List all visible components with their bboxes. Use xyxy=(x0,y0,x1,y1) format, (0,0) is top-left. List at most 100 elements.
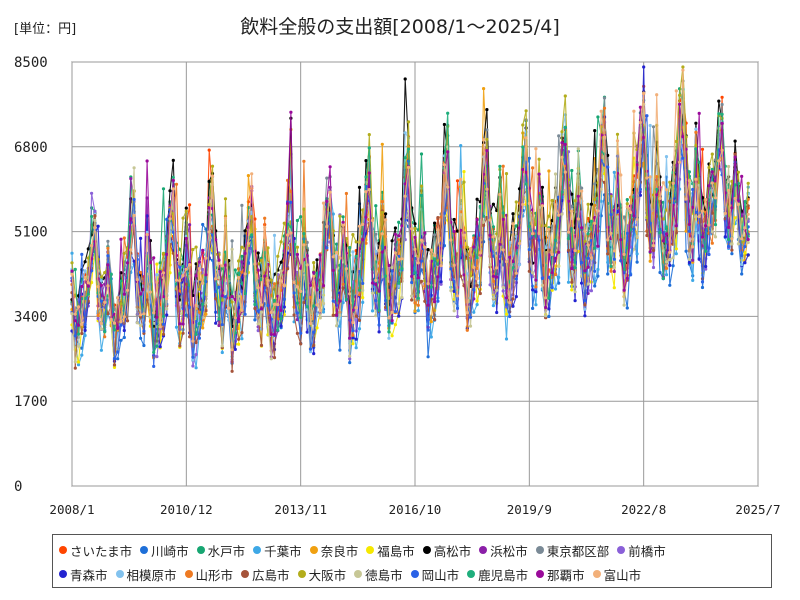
data-point xyxy=(593,284,597,288)
data-point xyxy=(400,257,404,261)
data-point xyxy=(413,247,417,251)
x-tick-label: 2013/11 xyxy=(274,502,327,517)
data-point xyxy=(387,336,391,340)
data-point xyxy=(478,251,482,255)
data-point xyxy=(566,280,571,284)
data-point xyxy=(720,95,724,99)
data-point xyxy=(521,202,525,207)
data-point xyxy=(727,244,731,248)
data-point xyxy=(174,278,179,282)
data-point xyxy=(439,280,443,284)
x-tick-label: 2025/7 xyxy=(735,502,780,517)
data-point xyxy=(315,258,319,262)
data-point xyxy=(429,335,433,339)
data-point xyxy=(433,257,437,261)
data-point xyxy=(357,288,362,292)
data-point xyxy=(580,281,584,285)
data-point xyxy=(436,228,440,232)
data-point xyxy=(691,278,695,282)
data-point xyxy=(704,249,708,253)
data-point xyxy=(498,259,502,263)
data-point xyxy=(531,288,535,292)
data-point xyxy=(305,305,309,309)
data-point xyxy=(521,123,525,127)
data-point xyxy=(230,247,234,251)
data-point xyxy=(305,254,309,258)
data-point xyxy=(478,291,482,296)
data-point xyxy=(230,369,234,373)
data-point xyxy=(527,224,531,228)
data-point xyxy=(419,184,424,188)
data-point xyxy=(615,139,620,143)
series-line xyxy=(71,70,749,350)
data-point xyxy=(223,295,228,299)
data-point xyxy=(602,106,607,110)
data-point xyxy=(220,294,224,298)
legend-label: 広島市 xyxy=(252,567,290,583)
data-point xyxy=(531,166,535,170)
data-point xyxy=(449,289,453,293)
legend-item: 青森市 xyxy=(59,565,108,584)
data-point xyxy=(684,229,688,233)
data-point xyxy=(625,276,629,280)
chart-title: 飲料全般の支出額[2008/1～2025/4] xyxy=(240,16,560,38)
data-point xyxy=(540,204,545,208)
data-point xyxy=(328,165,332,169)
data-point xyxy=(328,190,332,194)
legend-marker-icon xyxy=(467,570,476,578)
data-point xyxy=(426,282,430,286)
data-point xyxy=(390,334,394,338)
data-point xyxy=(279,308,283,312)
data-point xyxy=(387,330,391,334)
data-point xyxy=(282,221,286,225)
data-point xyxy=(491,225,495,229)
legend-item: 千葉市 xyxy=(253,541,302,560)
data-point xyxy=(106,263,110,267)
data-point xyxy=(531,232,535,236)
data-point xyxy=(553,203,558,207)
data-point xyxy=(210,164,215,168)
data-point xyxy=(547,214,551,218)
data-point xyxy=(188,335,192,339)
data-point xyxy=(459,228,463,232)
data-point xyxy=(684,197,688,201)
data-point xyxy=(527,156,531,160)
data-point xyxy=(227,306,231,310)
data-point xyxy=(132,213,136,218)
data-point xyxy=(302,232,306,236)
data-point xyxy=(446,150,450,154)
data-point xyxy=(504,312,509,316)
data-point xyxy=(83,333,87,338)
data-point xyxy=(645,233,649,238)
data-point xyxy=(658,270,662,275)
data-point xyxy=(710,241,714,245)
data-point xyxy=(188,263,192,267)
data-point xyxy=(165,313,169,317)
data-point xyxy=(299,342,303,346)
data-point xyxy=(393,232,397,236)
legend-label: 相模原市 xyxy=(126,567,177,583)
data-point xyxy=(583,314,587,318)
data-point xyxy=(524,109,528,113)
data-point xyxy=(488,233,492,237)
data-point xyxy=(462,170,466,174)
data-point xyxy=(514,295,518,299)
data-point xyxy=(184,206,188,210)
y-tick-label: 5100 xyxy=(14,225,48,241)
data-point xyxy=(452,279,456,283)
data-point xyxy=(609,269,613,273)
legend-row: さいたま市 川崎市 水戸市 千葉市 奈良市 福島市 高松市 浜松市 東京都区部 前橋市 xyxy=(59,538,771,562)
data-point xyxy=(655,175,659,179)
data-point xyxy=(576,194,580,198)
data-point xyxy=(295,218,299,223)
data-point xyxy=(687,179,692,183)
data-point xyxy=(171,251,175,255)
data-point xyxy=(501,285,505,289)
data-point xyxy=(593,182,597,186)
data-point xyxy=(331,299,335,303)
data-point xyxy=(217,317,221,321)
data-point xyxy=(305,330,309,334)
data-point xyxy=(664,225,669,229)
data-point xyxy=(485,149,489,153)
data-point xyxy=(393,251,397,255)
